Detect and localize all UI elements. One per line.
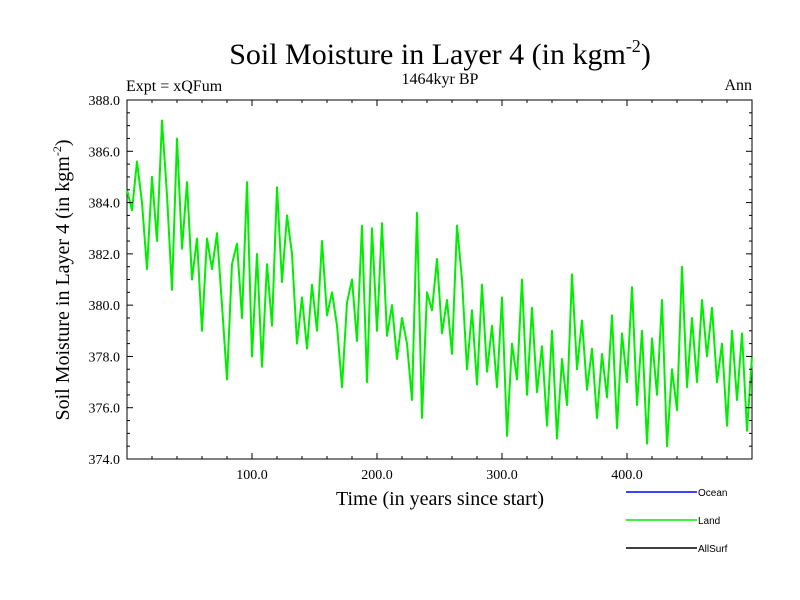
legend: Ocean Land AllSurf <box>626 488 728 555</box>
season-label: Ann <box>724 77 752 94</box>
series-layer <box>126 119 753 448</box>
y-tick-label: 388.0 <box>89 94 121 109</box>
x-tick-label: 300.0 <box>486 468 518 483</box>
y-tick-label: 374.0 <box>89 453 121 468</box>
series-line-land <box>126 119 753 448</box>
y-tick-label: 378.0 <box>89 350 121 365</box>
y-tick-label: 384.0 <box>89 197 121 212</box>
y-tick-label: 380.0 <box>89 299 121 314</box>
chart-title-main: Soil Moisture in Layer 4 (in kgm <box>229 38 626 71</box>
experiment-label: Expt = xQFum <box>126 78 223 95</box>
x-axis-label: Time (in years since start) <box>336 488 544 510</box>
tick-layer: 374.0 376.0 378.0 380.0 382.0 384.0 386.0 388.0… <box>89 94 752 483</box>
x-tick-label: 200.0 <box>361 468 393 483</box>
chart-title-suffix: ) <box>641 38 651 71</box>
y-tick-label: 382.0 <box>89 248 121 263</box>
y-tick-label: 376.0 <box>89 402 121 417</box>
y-axis-label: Soil Moisture in Layer 4 (in kgm-2) <box>50 139 74 420</box>
chart-subtitle: 1464kyr BP <box>402 71 479 88</box>
legend-label-land: Land <box>698 516 720 527</box>
y-tick-label: 386.0 <box>89 145 121 160</box>
y-axis-label-suffix: ) <box>52 139 74 146</box>
legend-label-allsurf: AllSurf <box>698 544 728 555</box>
x-tick-label: 400.0 <box>611 468 643 483</box>
legend-label-ocean: Ocean <box>698 488 727 499</box>
y-axis-label-main: Soil Moisture in Layer 4 (in kgm <box>52 156 74 421</box>
chart-title-superscript: -2 <box>626 36 641 56</box>
chart-title: Soil Moisture in Layer 4 (in kgm-2) <box>229 36 651 71</box>
x-tick-label: 100.0 <box>236 468 268 483</box>
y-axis-label-superscript: -2 <box>50 146 64 156</box>
